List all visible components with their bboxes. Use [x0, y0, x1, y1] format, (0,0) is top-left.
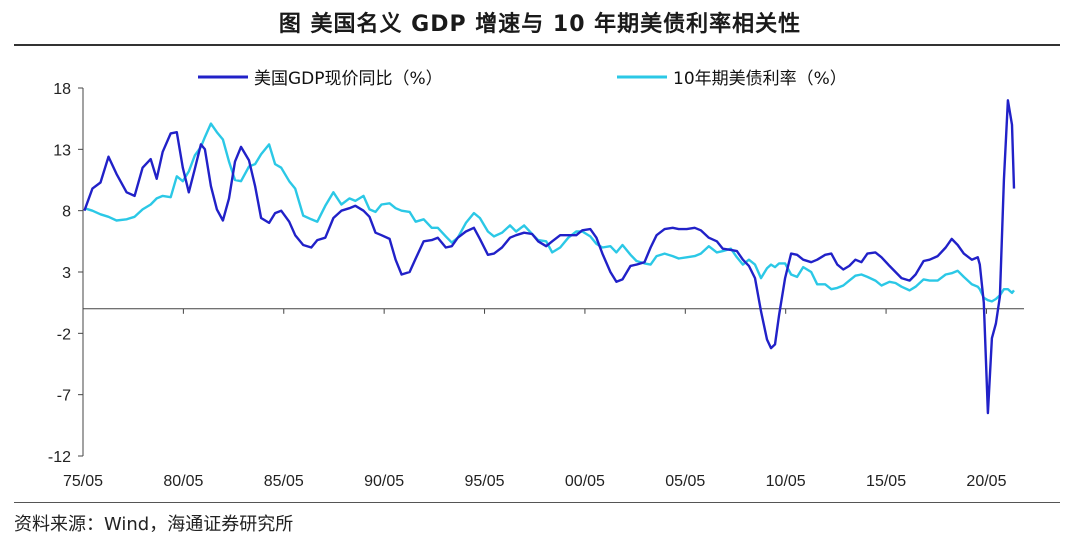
x-tick-label: 90/05: [364, 473, 404, 490]
chart-legend: 美国GDP现价同比（%） 10年期美债利率（%）: [198, 69, 847, 89]
series-layer: [83, 99, 1016, 415]
legend-label-gdp: 美国GDP现价同比（%）: [254, 69, 443, 89]
series-line-gdp: [83, 99, 1016, 415]
x-tick-label: 05/05: [665, 473, 705, 490]
y-tick-label: 3: [62, 265, 71, 282]
x-tick-label: 80/05: [163, 473, 203, 490]
y-tick-label: -12: [48, 449, 71, 466]
source-note: 资料来源：Wind，海通证券研究所: [14, 514, 294, 535]
x-tick-label: 00/05: [565, 473, 605, 490]
x-tick-label: 95/05: [465, 473, 505, 490]
x-tick-label: 20/05: [966, 473, 1006, 490]
y-tick-label: -2: [57, 326, 71, 343]
y-tick-label: -7: [57, 388, 71, 405]
y-tick-label: 8: [62, 204, 71, 221]
x-tick-label: 15/05: [866, 473, 906, 490]
chart-axes: 18 13 8 3 -2 -7 -12 75/05 80/05 85/05 90/05 95/05 00…: [48, 81, 1024, 490]
x-tick-label: 85/05: [264, 473, 304, 490]
x-tick-label: 10/05: [766, 473, 806, 490]
y-tick-label: 13: [53, 142, 71, 159]
chart-svg: 18 13 8 3 -2 -7 -12 75/05 80/05 85/05 90/05 95/05 00…: [48, 69, 1024, 490]
x-tick-label: 75/05: [63, 473, 103, 490]
title-divider: [14, 44, 1060, 46]
series-line-treasury: [84, 122, 1015, 303]
chart-title: 图 美国名义 GDP 增速与 10 年期美债利率相关性: [278, 12, 802, 37]
legend-label-treasury: 10年期美债利率（%）: [673, 69, 847, 89]
y-tick-label: 18: [53, 81, 71, 98]
source-divider: [14, 502, 1060, 503]
